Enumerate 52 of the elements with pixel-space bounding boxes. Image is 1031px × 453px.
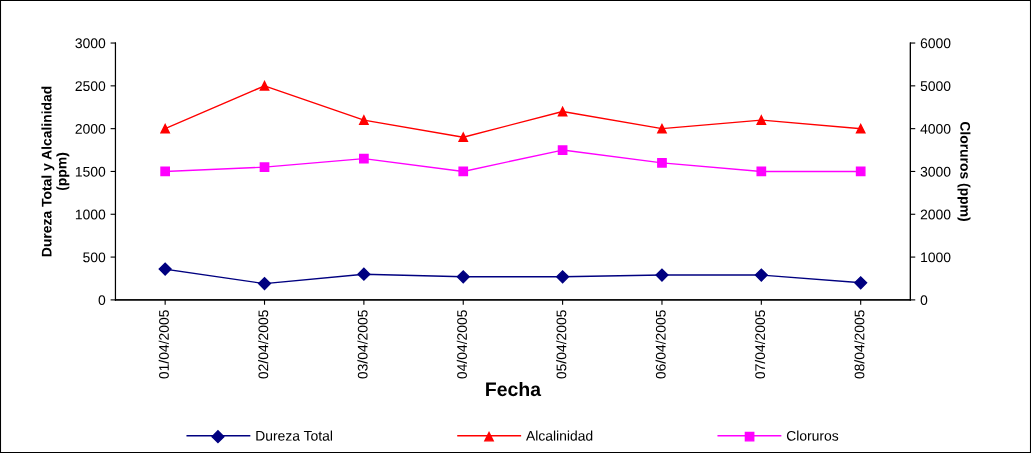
point [754,268,768,282]
point [855,166,866,177]
point [756,166,767,177]
y-tick-label: 3000 [75,38,106,49]
y2-tick-label: 6000 [920,38,951,49]
point [160,123,171,134]
point [359,153,369,164]
y2-tick-label: 2000 [920,209,951,220]
x-tick-label: 06/04/2005 [655,310,666,379]
x-tick-label: 08/04/2005 [854,310,865,379]
y2-tick-label: 5000 [920,81,951,92]
x-tick-label: 05/04/2005 [556,310,567,379]
y2-axis-title: Cloruros (ppm) [957,121,971,221]
point [556,270,570,284]
y-tick-label: 2500 [75,81,106,92]
point [855,123,866,134]
y-tick-label: 1000 [75,209,106,220]
y-axis-title: Dureza Total y Alcalinidad (ppm) [41,86,70,257]
point [359,115,369,125]
point [655,268,669,282]
x-tick-label: 03/04/2005 [357,310,368,379]
y-tick-label: 500 [83,252,106,263]
y-tick-label: 0 [98,295,106,306]
point [257,277,272,291]
legend-label: Alcalinidad [526,430,593,441]
point [756,115,767,125]
point [160,166,171,177]
point [259,162,270,173]
point [458,166,469,177]
y-tick-label: 2000 [75,123,106,134]
x-tick-label: 07/04/2005 [754,310,766,379]
point [854,276,868,290]
point [357,267,371,281]
legend-label: Cloruros [786,430,839,441]
x-tick-label: 02/04/2005 [258,310,269,379]
point [458,132,469,143]
y2-tick-label: 4000 [920,123,951,134]
y2-tick-label: 0 [920,295,928,306]
x-axis-title: Fecha [486,381,542,397]
point [259,80,270,91]
x-tick-label: 01/04/2005 [158,310,169,379]
point [456,270,470,284]
point [657,123,667,134]
point [557,106,568,117]
point [557,145,568,155]
point [657,158,667,168]
y2-tick-label: 3000 [920,166,951,177]
point [158,262,172,276]
y2-tick-label: 1000 [921,252,951,263]
x-tick-label: 04/04/2005 [456,310,467,379]
legend-label: Dureza Total [256,430,332,441]
y-tick-label: 1500 [75,166,106,177]
